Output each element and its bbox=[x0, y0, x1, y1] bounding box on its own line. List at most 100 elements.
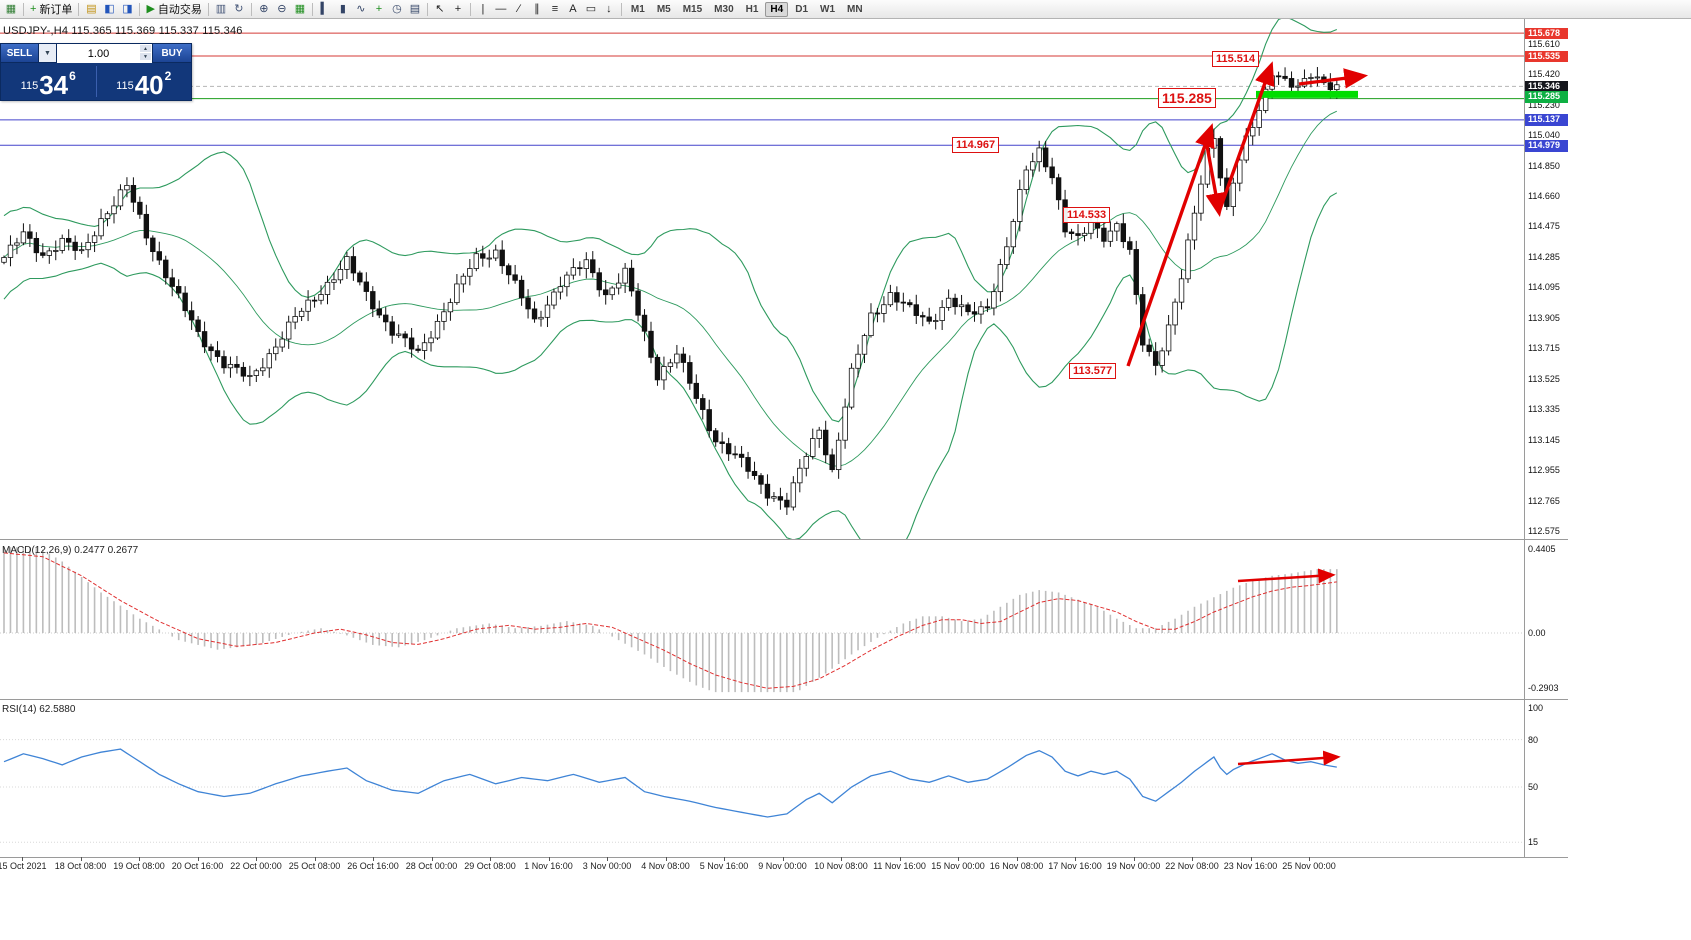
new-chart-button[interactable]: ▦ bbox=[2, 1, 20, 17]
cursor-button[interactable]: ↖ bbox=[431, 1, 449, 17]
time-axis-label: 3 Nov 00:00 bbox=[582, 861, 632, 871]
channel-button[interactable]: ∥ bbox=[528, 1, 546, 17]
lot-size-input[interactable] bbox=[57, 45, 152, 63]
text-button[interactable]: A bbox=[564, 1, 582, 17]
profiles-button[interactable]: ▤ bbox=[82, 1, 100, 17]
label-button[interactable]: ▭ bbox=[582, 1, 600, 17]
timeframe-m1[interactable]: M1 bbox=[630, 3, 645, 15]
lot-size-field: ▲ ▼ bbox=[57, 44, 153, 63]
price-annotation[interactable]: 113.577 bbox=[1069, 363, 1117, 380]
fibonacci-icon: ≡ bbox=[551, 2, 559, 15]
price-axis-tick: 113.905 bbox=[1528, 312, 1560, 323]
sell-button[interactable]: SELL bbox=[1, 44, 39, 62]
time-axis-label: 25 Nov 00:00 bbox=[1282, 861, 1336, 871]
time-axis-label: 22 Nov 08:00 bbox=[1165, 861, 1219, 871]
time-axis-tick bbox=[899, 857, 901, 861]
trend-arrow[interactable] bbox=[1217, 61, 1275, 213]
fibonacci-button[interactable]: ≡ bbox=[546, 1, 564, 17]
line-chart-button[interactable]: ∿ bbox=[352, 1, 370, 17]
rsi-axis-tick: 100 bbox=[1528, 703, 1544, 713]
data-window-icon: ◨ bbox=[122, 2, 133, 15]
periods-button[interactable]: ◷ bbox=[388, 1, 406, 17]
trendline-button[interactable]: ∕ bbox=[510, 1, 528, 17]
vertical-line-button[interactable]: | bbox=[474, 1, 492, 17]
horizontal-line-icon: — bbox=[495, 2, 507, 15]
bollinger-upper-band bbox=[3, 19, 1338, 423]
pane-separator[interactable] bbox=[0, 539, 1568, 540]
templates-button[interactable]: ▤ bbox=[406, 1, 424, 17]
buy-price[interactable]: 115 40 2 bbox=[97, 63, 192, 100]
tile-windows-button[interactable]: ▦ bbox=[291, 1, 309, 17]
timeframe-h1[interactable]: H1 bbox=[745, 3, 759, 15]
timeframe-m5[interactable]: M5 bbox=[656, 3, 671, 15]
periods-icon: ◷ bbox=[392, 2, 402, 15]
rsi-pane-canvas[interactable] bbox=[0, 700, 1524, 857]
trend-arrow[interactable] bbox=[1204, 139, 1226, 218]
tick-chart-button[interactable]: ▥ bbox=[212, 1, 230, 17]
time-axis-tick bbox=[314, 857, 316, 861]
templates-icon: ▤ bbox=[409, 2, 421, 15]
price-annotation[interactable]: 114.967 bbox=[952, 137, 1000, 154]
market-watch-icon: ◧ bbox=[104, 2, 115, 15]
rsi-axis-tick: 50 bbox=[1528, 782, 1539, 792]
timeframe-w1[interactable]: W1 bbox=[820, 3, 836, 15]
timeframe-m30[interactable]: M30 bbox=[714, 3, 734, 15]
timeframe-mn[interactable]: MN bbox=[847, 3, 863, 15]
price-axis-tick: 115.420 bbox=[1528, 69, 1560, 80]
timeframe-m15[interactable]: M15 bbox=[682, 3, 703, 15]
lot-preset-dropdown[interactable]: ▼ bbox=[39, 44, 57, 62]
time-axis-label: 29 Oct 08:00 bbox=[464, 861, 516, 871]
timeframe-h4[interactable]: H4 bbox=[765, 1, 789, 17]
macd-pane-canvas[interactable] bbox=[0, 540, 1524, 699]
price-axis-tick: 113.715 bbox=[1528, 343, 1560, 354]
time-axis-tick bbox=[1133, 857, 1135, 861]
buy-button[interactable]: BUY bbox=[153, 44, 191, 62]
toolbar-separator bbox=[311, 2, 313, 16]
refresh-button[interactable]: ↻ bbox=[230, 1, 248, 17]
market-watch-button[interactable]: ◧ bbox=[100, 1, 118, 17]
time-axis-tick bbox=[490, 857, 491, 861]
pane-separator[interactable] bbox=[0, 699, 1568, 700]
candlestick-button[interactable]: ▮ bbox=[334, 1, 352, 17]
zoom-in-button[interactable]: ⊕ bbox=[255, 1, 273, 17]
trend-arrow[interactable] bbox=[1298, 68, 1369, 89]
price-axis-tick: 114.475 bbox=[1528, 221, 1560, 232]
price-axis-tick: 113.335 bbox=[1528, 404, 1560, 415]
time-axis-label: 11 Nov 16:00 bbox=[873, 861, 926, 871]
auto-trading-button[interactable]: ▶ 自动交易 bbox=[143, 1, 204, 17]
horizontal-line-button[interactable]: — bbox=[492, 1, 510, 17]
vertical-line-icon: | bbox=[481, 2, 485, 15]
stepper-down-icon[interactable]: ▼ bbox=[140, 53, 151, 60]
price-annotation[interactable]: 115.514 bbox=[1212, 51, 1260, 68]
time-axis-label: 9 Nov 00:00 bbox=[758, 861, 807, 871]
zoom-out-button[interactable]: ⊖ bbox=[273, 1, 291, 17]
time-axis-tick bbox=[665, 857, 667, 861]
crosshair-button[interactable]: + bbox=[449, 1, 467, 17]
trend-arrow[interactable] bbox=[1237, 568, 1336, 584]
time-axis-tick bbox=[782, 857, 784, 861]
indicators-button[interactable]: + bbox=[370, 1, 388, 17]
timeframe-d1[interactable]: D1 bbox=[795, 3, 809, 15]
trend-arrow[interactable] bbox=[1237, 750, 1341, 766]
price-annotation[interactable]: 115.285 bbox=[1158, 88, 1216, 109]
bar-chart-button[interactable]: ▍ bbox=[316, 1, 334, 17]
new-order-button[interactable]: + 新订单 bbox=[27, 1, 75, 17]
sell-price-frac: 6 bbox=[69, 69, 76, 83]
price-annotation[interactable]: 114.533 bbox=[1063, 207, 1111, 224]
arrows-button[interactable]: ↓ bbox=[600, 1, 618, 17]
time-axis-label: 18 Oct 08:00 bbox=[54, 861, 107, 871]
bollinger-lower-band bbox=[3, 192, 1338, 540]
stepper-up-icon[interactable]: ▲ bbox=[140, 45, 151, 52]
crosshair-icon: + bbox=[454, 2, 462, 15]
data-window-button[interactable]: ◨ bbox=[118, 1, 136, 17]
time-axis-label: 17 Nov 16:00 bbox=[1048, 861, 1102, 871]
toolbar-separator bbox=[78, 2, 80, 16]
text-icon: A bbox=[569, 2, 577, 15]
price-axis-tick: 115.610 bbox=[1528, 39, 1560, 49]
main-chart-canvas[interactable] bbox=[0, 19, 1524, 540]
price-axis-tick: 112.765 bbox=[1528, 495, 1560, 506]
trend-arrow[interactable] bbox=[1126, 123, 1215, 367]
sell-price[interactable]: 115 34 6 bbox=[1, 63, 96, 100]
rsi-axis-tick: 15 bbox=[1528, 837, 1539, 848]
time-axis-label: 22 Oct 00:00 bbox=[230, 861, 282, 871]
